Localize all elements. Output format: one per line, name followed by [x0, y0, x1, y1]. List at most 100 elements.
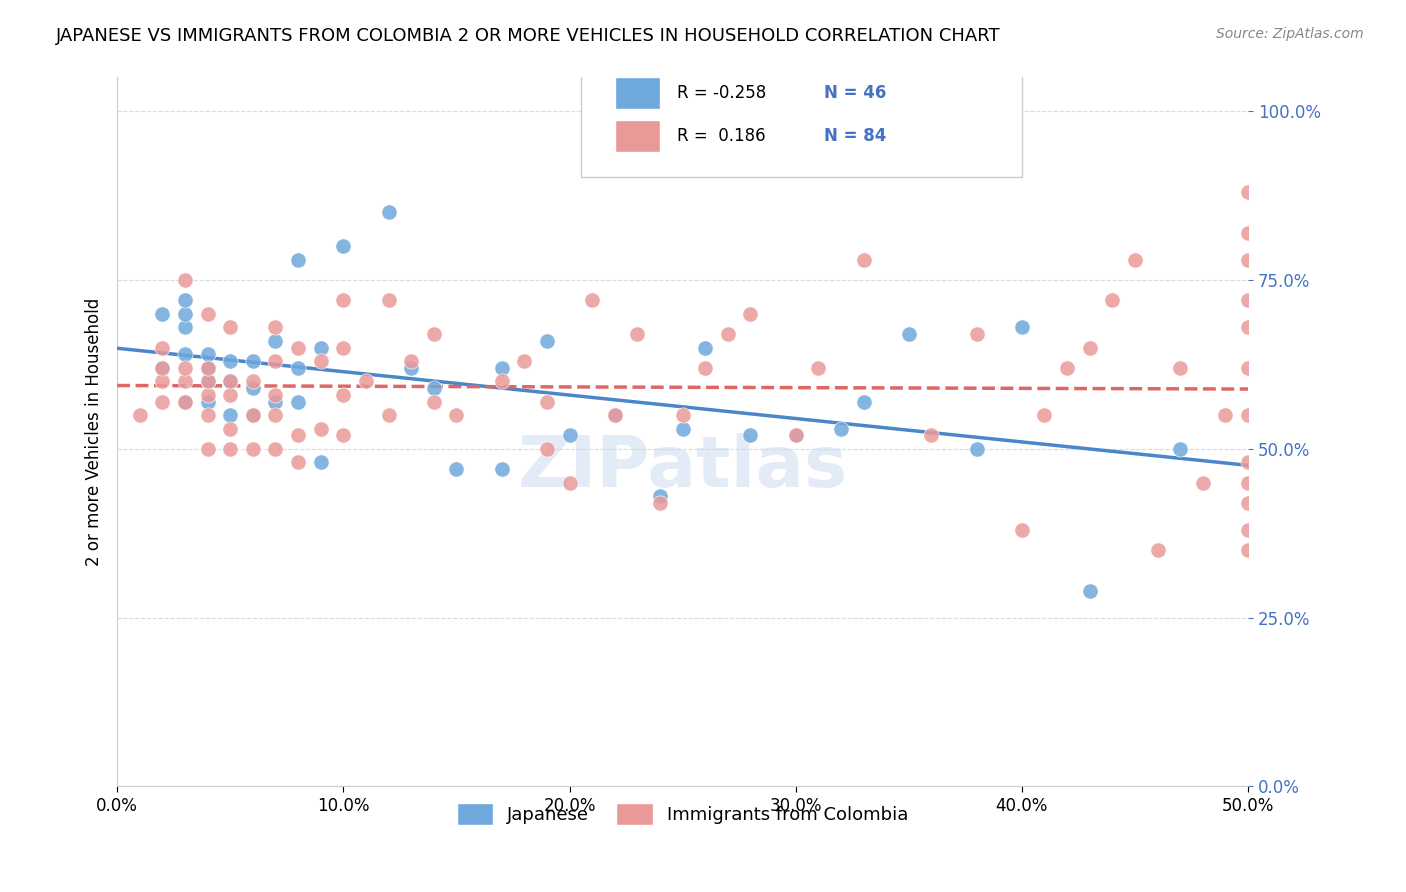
Point	[897, 326, 920, 341]
Point	[332, 428, 354, 442]
Point	[219, 442, 242, 456]
Point	[491, 462, 513, 476]
Point	[648, 489, 671, 503]
Point	[242, 381, 264, 395]
Point	[174, 273, 197, 287]
Bar	[614, 78, 659, 110]
Point	[1237, 523, 1260, 537]
Point	[219, 354, 242, 368]
Point	[242, 354, 264, 368]
Point	[603, 408, 626, 422]
Point	[852, 252, 875, 267]
Point	[152, 374, 174, 388]
Point	[626, 326, 648, 341]
Point	[1011, 320, 1033, 334]
Point	[287, 428, 309, 442]
Text: Source: ZipAtlas.com: Source: ZipAtlas.com	[1216, 27, 1364, 41]
Point	[1101, 293, 1123, 308]
Point	[491, 374, 513, 388]
Point	[264, 320, 287, 334]
Point	[264, 442, 287, 456]
Text: R =  0.186: R = 0.186	[676, 127, 765, 145]
Legend: Japanese, Immigrants from Colombia: Japanese, Immigrants from Colombia	[447, 794, 917, 834]
Point	[1237, 496, 1260, 510]
Point	[152, 341, 174, 355]
Point	[1146, 543, 1168, 558]
Point	[423, 381, 446, 395]
Point	[174, 394, 197, 409]
Point	[264, 354, 287, 368]
Point	[807, 360, 830, 375]
Point	[491, 360, 513, 375]
Text: ZIPatlas: ZIPatlas	[517, 433, 848, 502]
Point	[1237, 226, 1260, 240]
Point	[174, 374, 197, 388]
FancyBboxPatch shape	[581, 49, 1022, 177]
Point	[197, 347, 219, 361]
Point	[377, 408, 399, 422]
Point	[377, 205, 399, 219]
Point	[558, 475, 581, 490]
Point	[219, 320, 242, 334]
Point	[287, 394, 309, 409]
Point	[197, 307, 219, 321]
Point	[309, 421, 332, 435]
Point	[830, 421, 852, 435]
Point	[197, 408, 219, 422]
Point	[740, 428, 762, 442]
Point	[399, 354, 422, 368]
Point	[152, 307, 174, 321]
Point	[174, 394, 197, 409]
Point	[174, 360, 197, 375]
Point	[197, 388, 219, 402]
Point	[174, 293, 197, 308]
Point	[1237, 293, 1260, 308]
Point	[332, 239, 354, 253]
Point	[1215, 408, 1237, 422]
Point	[399, 360, 422, 375]
Point	[1237, 408, 1260, 422]
Point	[717, 326, 740, 341]
Point	[603, 408, 626, 422]
Point	[1033, 408, 1056, 422]
Point	[309, 341, 332, 355]
Point	[287, 455, 309, 469]
Point	[242, 408, 264, 422]
Point	[242, 374, 264, 388]
Bar	[614, 120, 659, 152]
Point	[174, 347, 197, 361]
Point	[1237, 475, 1260, 490]
Point	[197, 374, 219, 388]
Point	[197, 360, 219, 375]
Point	[1056, 360, 1078, 375]
Point	[785, 428, 807, 442]
Point	[197, 374, 219, 388]
Point	[536, 334, 558, 348]
Text: N = 84: N = 84	[824, 127, 886, 145]
Point	[287, 341, 309, 355]
Point	[219, 408, 242, 422]
Point	[287, 252, 309, 267]
Point	[332, 293, 354, 308]
Point	[309, 455, 332, 469]
Point	[671, 421, 693, 435]
Point	[219, 421, 242, 435]
Point	[264, 388, 287, 402]
Point	[740, 307, 762, 321]
Point	[695, 341, 717, 355]
Point	[1191, 475, 1213, 490]
Point	[513, 354, 536, 368]
Point	[852, 394, 875, 409]
Point	[920, 428, 942, 442]
Point	[446, 462, 468, 476]
Point	[1078, 583, 1101, 598]
Point	[332, 341, 354, 355]
Point	[219, 374, 242, 388]
Point	[1168, 442, 1191, 456]
Point	[1237, 252, 1260, 267]
Point	[695, 360, 717, 375]
Point	[264, 394, 287, 409]
Text: N = 46: N = 46	[824, 84, 886, 102]
Text: R = -0.258: R = -0.258	[676, 84, 766, 102]
Point	[354, 374, 377, 388]
